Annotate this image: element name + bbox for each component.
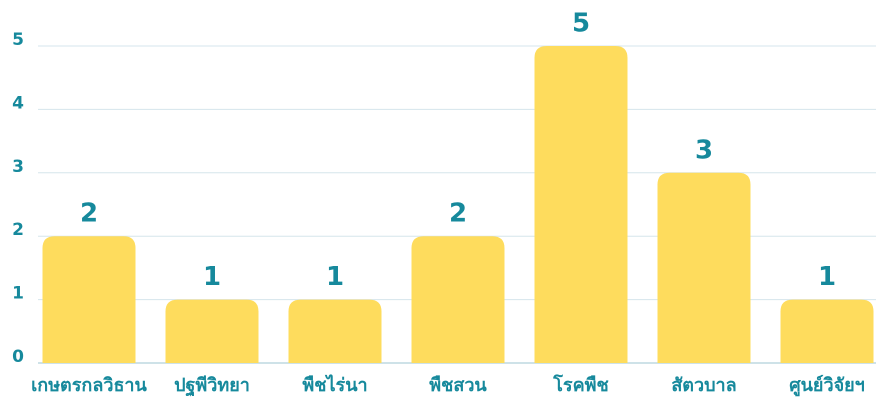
- y-tick-label: 0: [12, 347, 24, 367]
- data-label: 1: [203, 262, 221, 292]
- x-tick-label: ศูนย์วิจัยฯ: [789, 374, 865, 397]
- bar: [411, 236, 505, 363]
- y-tick-label: 1: [12, 284, 24, 304]
- x-tick-label: สัตวบาล: [671, 375, 736, 396]
- data-label: 1: [326, 262, 344, 292]
- bar: [42, 236, 136, 363]
- x-tick-label: พืชสวน: [429, 375, 487, 396]
- data-label: 1: [818, 262, 836, 292]
- y-tick-label: 2: [12, 220, 24, 240]
- data-label: 5: [572, 9, 590, 39]
- bar: [165, 299, 259, 363]
- bar: [534, 46, 628, 363]
- data-label: 2: [80, 199, 98, 229]
- y-tick-label: 3: [12, 157, 24, 177]
- bar: [288, 299, 382, 363]
- x-tick-label: โรคพืช: [552, 374, 608, 396]
- data-label: 3: [695, 135, 713, 165]
- x-tick-label: ปฐพีวิทยา: [174, 375, 250, 397]
- bar: [780, 299, 874, 363]
- y-tick-label: 5: [12, 30, 24, 50]
- data-label: 2: [449, 199, 467, 229]
- bar: [657, 172, 751, 363]
- y-tick-label: 4: [12, 93, 24, 113]
- x-tick-label: พืชไร่นา: [302, 374, 367, 396]
- x-tick-label: เกษตรกลวิธาน: [31, 375, 147, 396]
